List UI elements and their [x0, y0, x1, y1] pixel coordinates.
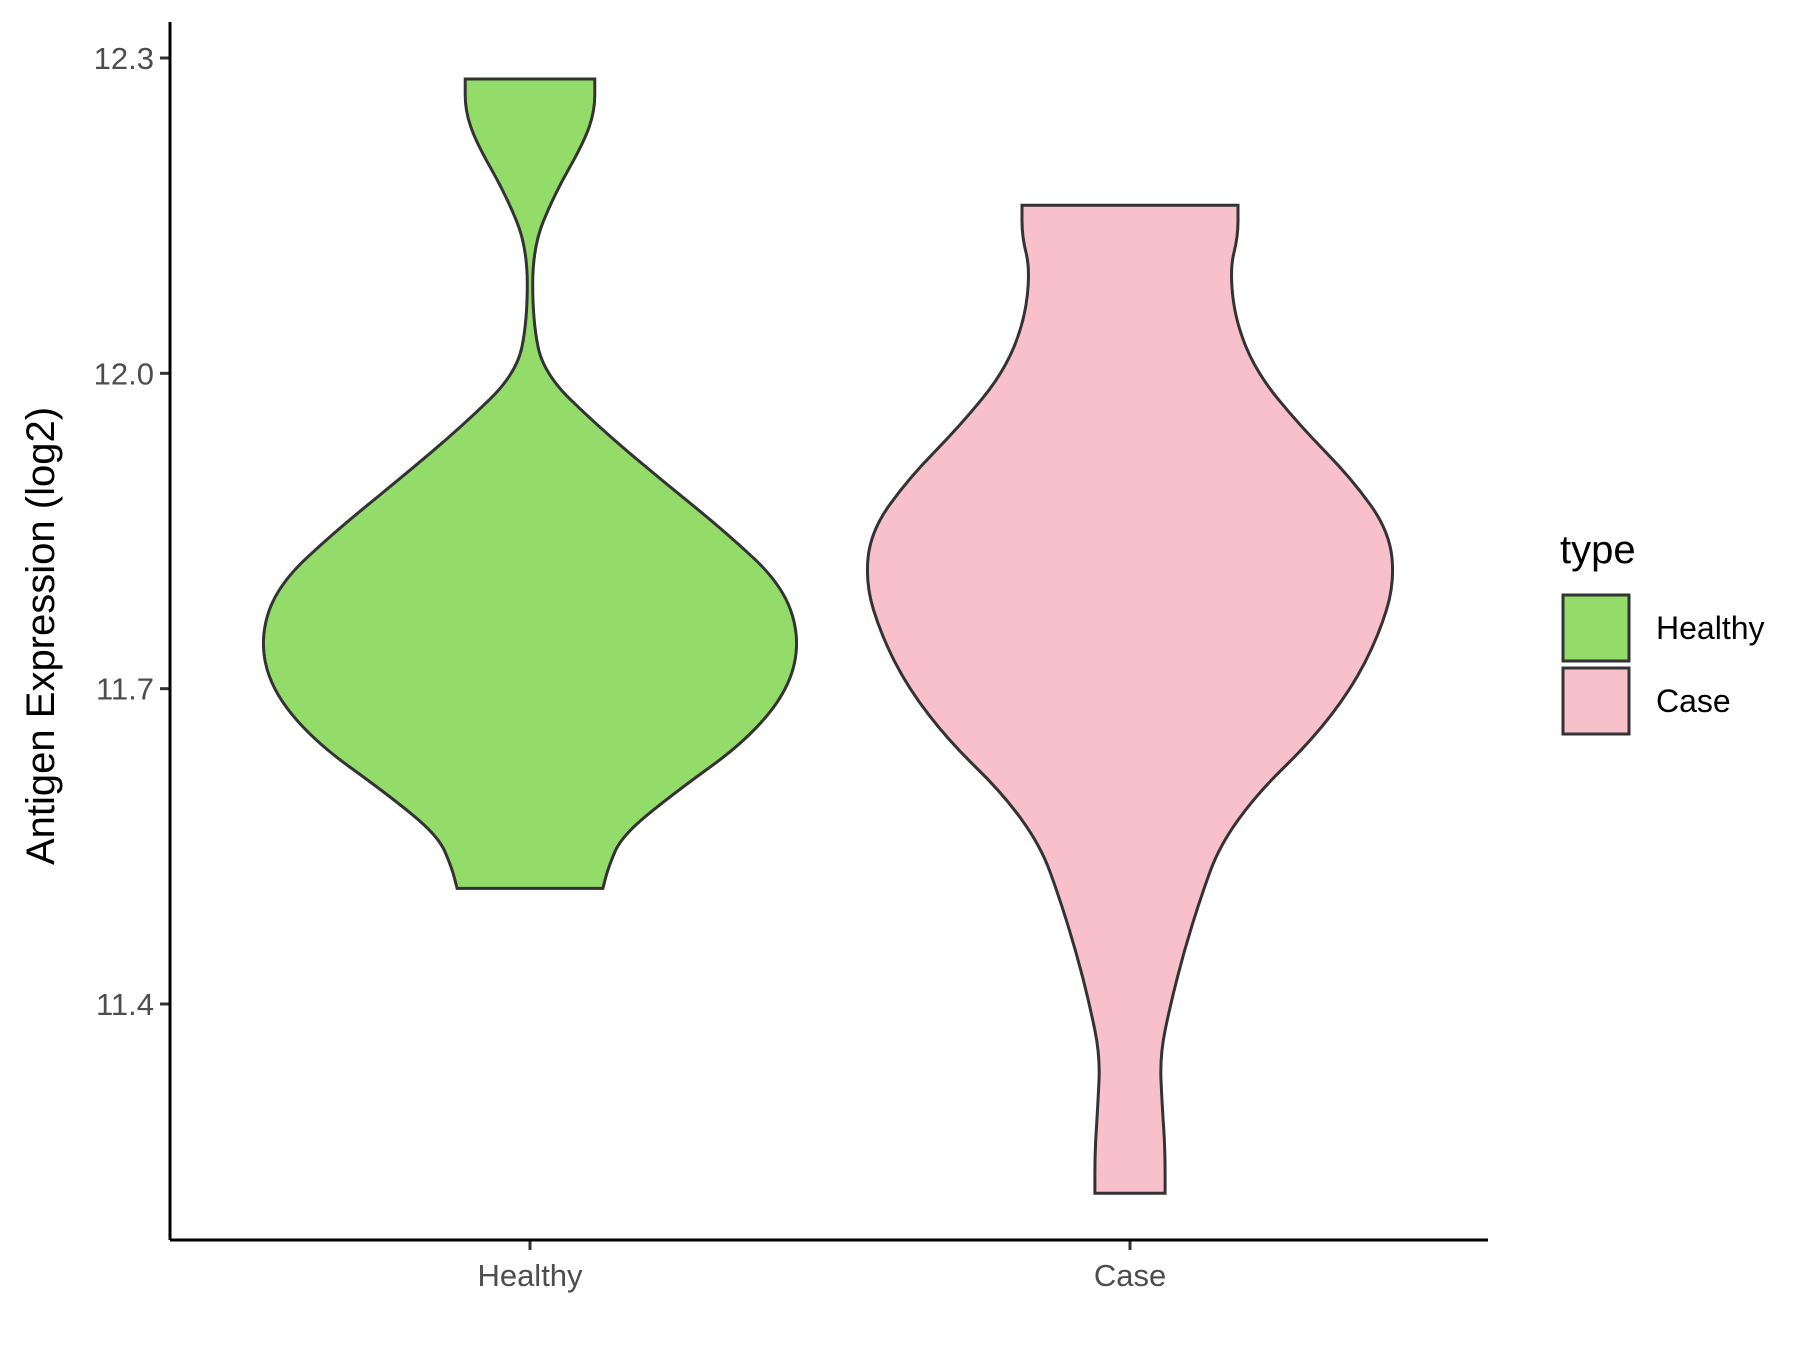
y-tick-label: 12.0: [94, 356, 154, 391]
violin-case: [865, 203, 1395, 1195]
y-tick-label: 12.3: [94, 41, 154, 76]
legend-label-case: Case: [1656, 683, 1731, 719]
violin-layer: [261, 77, 1395, 1195]
x-tick-label: Case: [1094, 1258, 1166, 1293]
y-axis-ticks: 11.4 11.7 12.0 12.3: [94, 41, 170, 1022]
violin-healthy: [261, 77, 799, 890]
x-axis-ticks: Healthy Case: [477, 1240, 1166, 1293]
legend: type Healthy Case: [1560, 528, 1765, 736]
legend-key-case: [1561, 666, 1631, 736]
plot-area: 11.4 11.7 12.0 12.3 Healthy Case: [94, 22, 1488, 1293]
legend-title: type: [1560, 528, 1636, 572]
x-tick-label: Healthy: [477, 1258, 583, 1293]
legend-label-healthy: Healthy: [1656, 610, 1765, 646]
legend-key-healthy: [1561, 593, 1631, 663]
y-axis-title: Antigen Expression (log2): [19, 407, 63, 865]
y-tick-label: 11.7: [96, 672, 154, 707]
y-tick-label: 11.4: [96, 987, 154, 1022]
